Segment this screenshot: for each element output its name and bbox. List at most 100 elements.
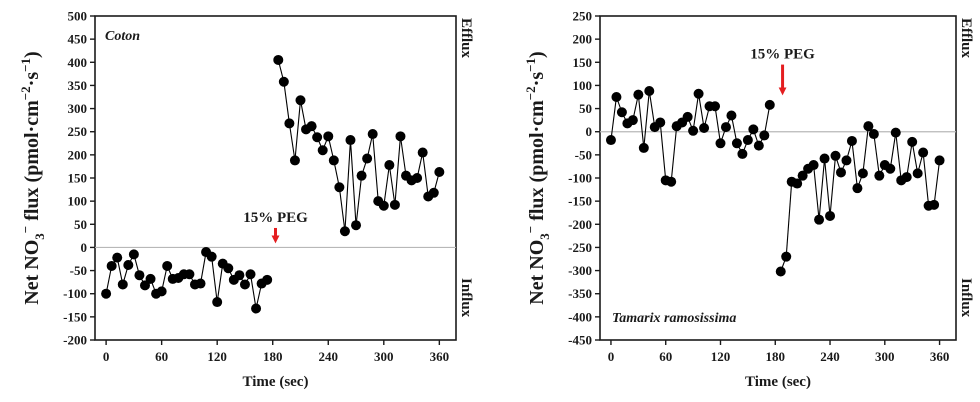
- coton-xtick-label: 180: [263, 349, 283, 364]
- tamarix-series-segment: [692, 93, 700, 131]
- tamarix-data-point: [605, 135, 616, 146]
- tamarix-ytick-label: 250: [573, 9, 593, 24]
- coton-data-point: [134, 270, 145, 281]
- tamarix-series-segment: [933, 160, 941, 205]
- coton-series-segment: [399, 136, 407, 176]
- tamarix-data-point: [797, 170, 808, 181]
- tamarix-x-axis-label: Time (sec): [745, 374, 811, 390]
- tamarix-data-point: [638, 142, 649, 153]
- tamarix-data-point: [655, 117, 666, 128]
- tamarix-data-point: [627, 115, 638, 126]
- coton-series-segment: [355, 175, 363, 226]
- coton-data-point: [106, 260, 117, 271]
- coton-data-point: [273, 54, 284, 65]
- coton-xtick-label: 120: [207, 349, 227, 364]
- tamarix-data-point: [901, 172, 912, 183]
- tamarix-series-segment: [659, 122, 667, 181]
- tamarix-series-segment: [922, 152, 930, 206]
- tamarix-data-point: [742, 135, 753, 146]
- coton-data-point: [245, 269, 256, 280]
- tamarix-series-segment: [763, 104, 771, 136]
- tamarix-data-point: [666, 176, 677, 187]
- tamarix-data-point: [611, 92, 622, 102]
- tamarix-data-point: [808, 160, 819, 171]
- coton-data-point: [145, 273, 156, 284]
- tamarix-data-point: [912, 168, 923, 179]
- tamarix-series-segment: [895, 132, 902, 181]
- tamarix-series-segment: [648, 90, 656, 128]
- coton-chart: -200 -150 -100 -50 0 50 100 150 200 250 300 350 400 4…: [18, 9, 474, 391]
- coton-data-point: [123, 260, 134, 271]
- coton-series-segment: [283, 81, 290, 124]
- tamarix-data-point: [857, 168, 868, 179]
- tamarix-series-segment: [862, 126, 869, 174]
- tamarix-series-segment: [714, 106, 722, 144]
- coton-data-point: [334, 182, 345, 193]
- tamarix-data-point: [819, 153, 830, 164]
- tamarix-panel-title: Tamarix ramosissima: [612, 311, 736, 326]
- coton-xtick-label: 360: [430, 349, 450, 364]
- coton-data-point: [412, 173, 423, 183]
- coton-data-point: [417, 147, 428, 158]
- coton-series-segment: [344, 140, 352, 232]
- tamarix-y-axis-label: Net NO3− flux (pmol·cm−2·s−1): [523, 51, 552, 304]
- coton-data-point: [306, 121, 317, 132]
- coton-xtick-label: 60: [155, 349, 168, 364]
- coton-influx-label: Influx: [458, 278, 474, 318]
- tamarix-series-segment: [698, 93, 705, 129]
- tamarix-data-point: [693, 88, 704, 99]
- tamarix-data-point: [863, 121, 874, 132]
- tamarix-data-point: [731, 138, 742, 149]
- coton-ytick-label: 450: [68, 32, 88, 47]
- tamarix-data-point: [825, 210, 836, 221]
- coton-ytick-label: -50: [70, 263, 87, 278]
- tamarix-series-segment: [873, 133, 880, 176]
- tamarix-ytick-label: -250: [568, 240, 592, 255]
- tamarix-series-segment: [637, 94, 645, 148]
- coton-ytick-label: 350: [68, 78, 88, 93]
- coton-series-segment: [294, 100, 302, 161]
- tamarix-data-point: [688, 125, 699, 136]
- tamarix-series-segment: [824, 158, 831, 217]
- coton-data-point: [284, 118, 295, 129]
- tamarix-data-point: [775, 266, 786, 277]
- tamarix-ytick-label: -400: [568, 309, 592, 324]
- coton-data-point: [434, 166, 445, 177]
- coton-ytick-label: 0: [81, 240, 88, 255]
- coton-series-segment: [372, 133, 379, 202]
- tamarix-xtick-label: 240: [820, 349, 840, 364]
- tamarix-xtick-label: 300: [875, 349, 895, 364]
- tamarix-ytick-label: 200: [573, 32, 593, 47]
- coton-data-point: [117, 279, 128, 290]
- tamarix-data-point: [830, 150, 841, 161]
- tamarix-ytick-label: -450: [568, 333, 592, 348]
- tamarix-chart: -450 -400 -350 -300 -250 -200 -150 -100 -50 0 50 10…: [523, 9, 974, 391]
- tamarix-data-point: [846, 135, 857, 146]
- coton-xtick-label: 240: [319, 349, 339, 364]
- tamarix-series-segment: [670, 126, 678, 182]
- tamarix-ytick-label: -300: [568, 263, 592, 278]
- tamarix-data-point: [868, 129, 879, 140]
- tamarix-series-segment: [818, 158, 826, 220]
- coton-data-point: [384, 160, 395, 171]
- tamarix-data-point: [699, 123, 710, 134]
- coton-ytick-label: 400: [68, 55, 88, 70]
- coton-data-point: [195, 278, 206, 289]
- coton-data-point: [312, 132, 323, 143]
- tamarix-series-segment: [829, 155, 837, 217]
- tamarix-xtick-label: 120: [711, 349, 731, 364]
- coton-ytick-label: -200: [63, 333, 87, 348]
- tamarix-data-point: [616, 107, 627, 118]
- coton-series-segment: [216, 263, 224, 303]
- tamarix-data-point: [918, 147, 929, 158]
- coton-series-segment: [383, 164, 390, 206]
- coton-data-point: [212, 297, 223, 308]
- tamarix-data-point: [885, 163, 896, 174]
- tamarix-xtick-label: 60: [659, 349, 672, 364]
- coton-data-point: [156, 286, 167, 297]
- coton-series-segment: [249, 274, 257, 309]
- tamarix-data-point: [841, 155, 852, 166]
- coton-data-point: [345, 135, 356, 146]
- coton-ytick-label: -150: [63, 309, 87, 324]
- coton-data-point: [367, 129, 378, 140]
